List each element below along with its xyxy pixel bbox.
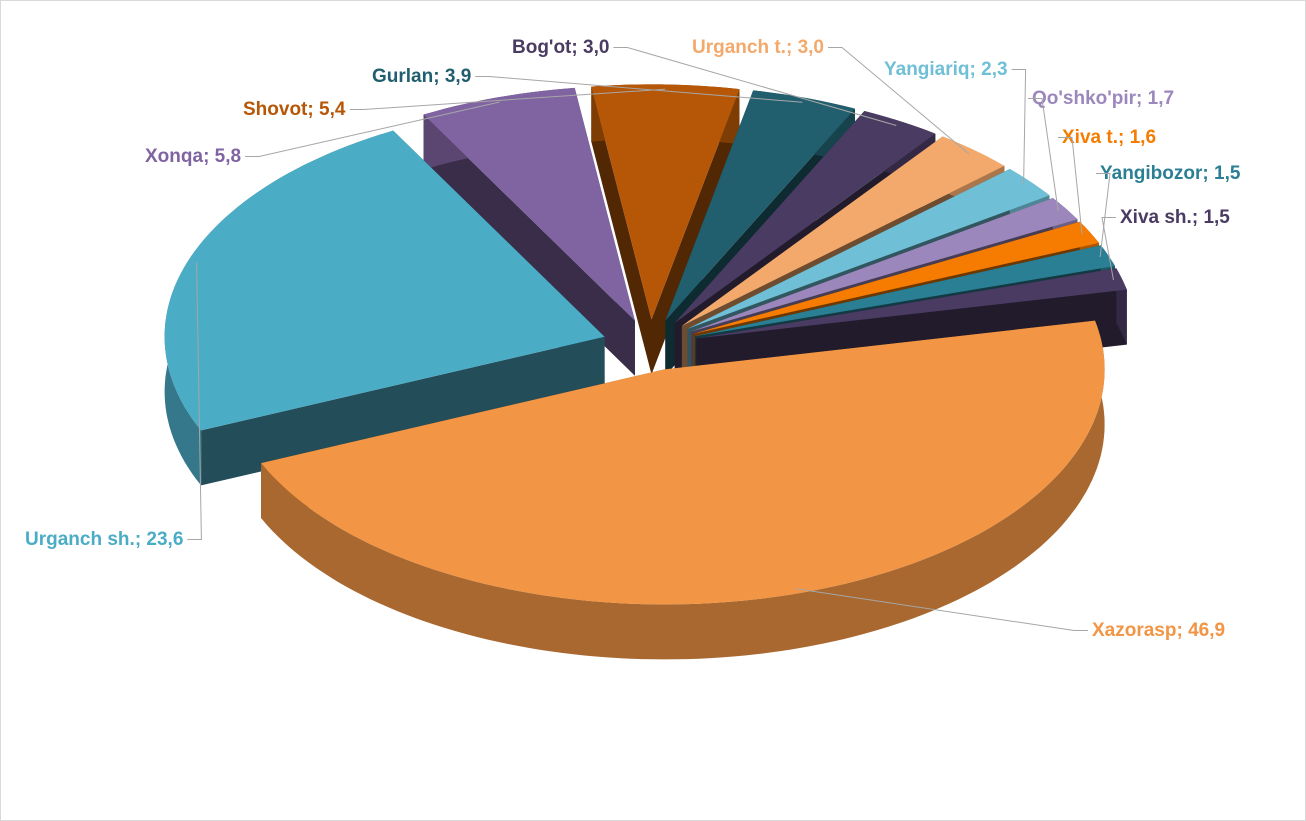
label-separator: ; [1192, 207, 1204, 228]
data-label: Bog'ot; 3,0 [512, 37, 609, 58]
data-label: Yangibozor; 1,5 [1100, 163, 1241, 184]
category-name: Xiva sh. [1120, 207, 1192, 228]
data-label: Xazorasp; 46,9 [1092, 620, 1225, 641]
slice [693, 221, 1099, 334]
data-label: Xiva t.; 1,6 [1062, 127, 1156, 148]
leader-line [187, 262, 202, 540]
value-label: 3,9 [445, 66, 471, 87]
category-name: Yangibozor [1100, 163, 1203, 184]
slice-side [591, 86, 652, 375]
label-separator: ; [433, 66, 445, 87]
label-separator: ; [203, 146, 215, 167]
value-label: 23,6 [146, 529, 183, 550]
label-separator: ; [571, 37, 583, 58]
slice [665, 90, 855, 321]
slice [164, 130, 605, 431]
category-name: Gurlan [372, 66, 433, 87]
slice-rim [261, 320, 1105, 660]
value-label: 1,6 [1130, 127, 1156, 148]
value-label: 1,5 [1203, 207, 1230, 228]
value-label: 5,8 [215, 146, 241, 167]
label-separator: ; [135, 529, 147, 550]
category-name: Xiva t. [1062, 127, 1118, 148]
slice-side [423, 114, 635, 376]
value-label: 46,9 [1188, 620, 1225, 641]
label-separator: ; [1118, 127, 1130, 148]
slice [261, 320, 1105, 605]
leader-line [349, 88, 666, 110]
data-label: Shovot; 5,4 [243, 99, 346, 120]
slice [695, 245, 1115, 337]
value-label: 2,3 [981, 59, 1007, 80]
slice [681, 136, 1005, 326]
data-label: Gurlan; 3,9 [372, 66, 471, 87]
label-separator: ; [1136, 88, 1148, 109]
category-name: Shovot [243, 99, 308, 120]
leader-line [828, 47, 970, 155]
category-name: Bog'ot [512, 37, 572, 58]
category-name: Xazorasp [1092, 620, 1176, 641]
data-label: Urganch t.; 3,0 [692, 37, 824, 58]
leader-line [245, 101, 500, 157]
leader-line [1011, 69, 1027, 185]
leader-line [1101, 217, 1116, 281]
category-name: Yangiariq [884, 59, 970, 80]
category-name: Urganch t. [692, 37, 786, 58]
leader-line [796, 588, 1088, 631]
label-separator: ; [786, 37, 798, 58]
slice-side [201, 336, 605, 486]
data-labels: Xazorasp; 46,9 Urganch sh.; 23,6 Xonqa; 5,… [25, 37, 1241, 641]
slice [591, 84, 740, 320]
slice [674, 111, 936, 323]
slice [423, 87, 635, 321]
leader-line [475, 76, 803, 103]
data-label: Urganch sh.; 23,6 [25, 529, 183, 550]
value-label: 1,7 [1148, 88, 1174, 109]
data-label: Xonqa; 5,8 [145, 146, 241, 167]
value-label: 1,5 [1214, 163, 1241, 184]
leader-line [1028, 98, 1059, 212]
label-separator: ; [970, 59, 982, 80]
value-label: 3,0 [583, 37, 609, 58]
data-label: Xiva sh.; 1,5 [1120, 207, 1230, 228]
data-label: Qo'shko'pir; 1,7 [1032, 88, 1174, 109]
label-separator: ; [1202, 163, 1214, 184]
leader-line [1058, 137, 1083, 235]
category-name: Urganch sh. [25, 529, 135, 550]
slice [696, 268, 1127, 339]
slice-tops [164, 84, 1127, 605]
leader-line [613, 47, 897, 126]
category-name: Qo'shko'pir [1032, 88, 1137, 109]
data-label: Yangiariq; 2,3 [884, 59, 1008, 80]
category-name: Xonqa [145, 146, 203, 167]
label-separator: ; [307, 99, 319, 120]
slice [690, 198, 1078, 332]
value-label: 5,4 [319, 99, 346, 120]
leader-line [1096, 173, 1111, 258]
value-label: 3,0 [798, 37, 824, 58]
label-separator: ; [1176, 620, 1188, 641]
slice [687, 169, 1050, 329]
